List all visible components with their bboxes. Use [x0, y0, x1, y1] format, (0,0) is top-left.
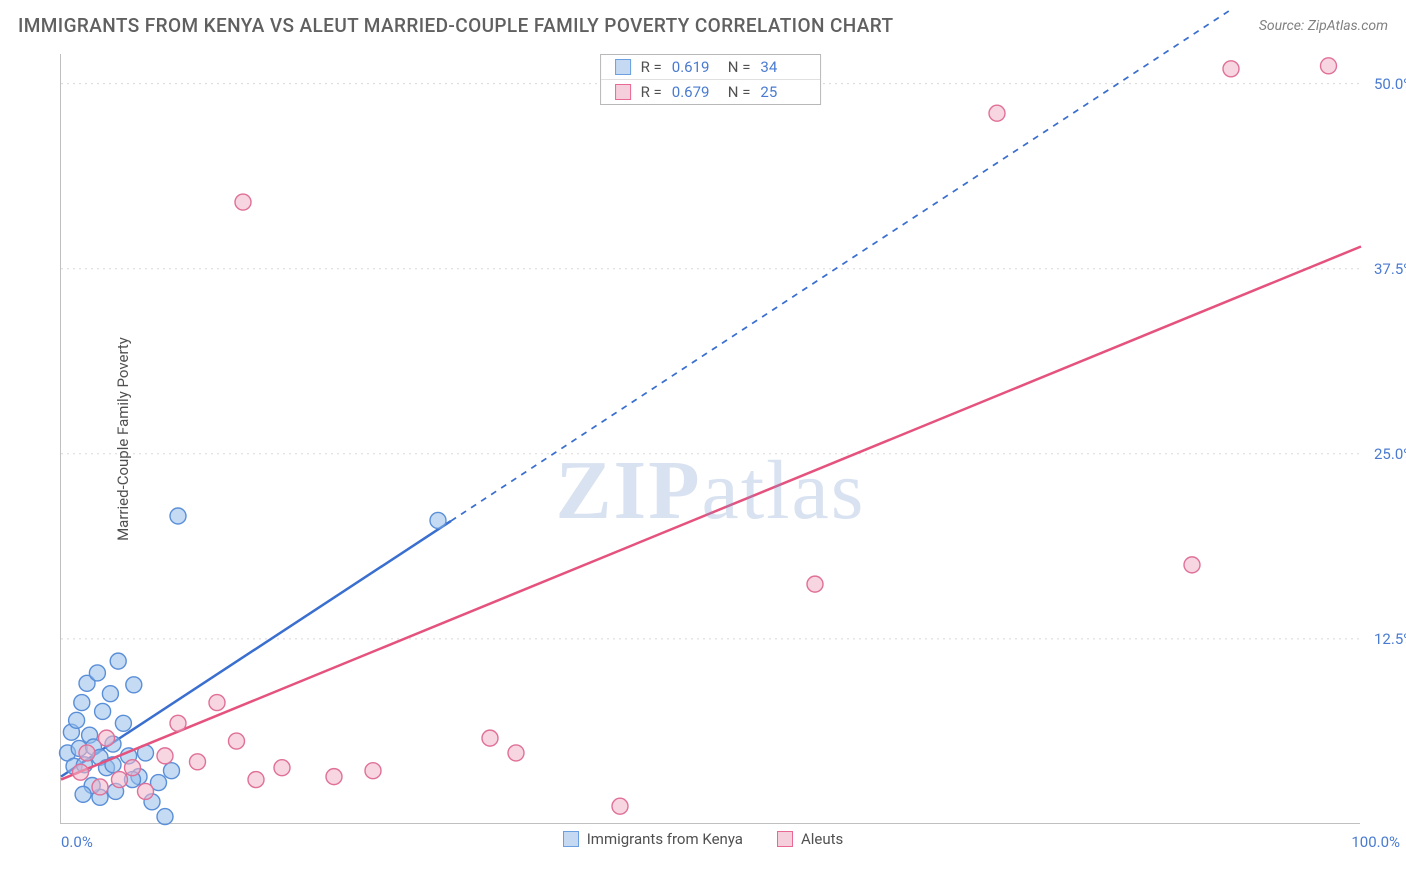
legend-swatch: [563, 831, 579, 847]
n-value: 34: [760, 58, 806, 76]
legend-item: Aleuts: [777, 830, 843, 848]
stats-legend: R = 0.619 N = 34 R = 0.679 N = 25: [600, 54, 822, 105]
legend-swatch: [615, 84, 631, 100]
r-value: 0.679: [672, 83, 718, 101]
legend-swatch: [777, 831, 793, 847]
y-tick-label: 37.5%: [1362, 260, 1406, 278]
plot-svg: [61, 54, 1360, 823]
r-value: 0.619: [672, 58, 718, 76]
stats-legend-row: R = 0.679 N = 25: [601, 79, 821, 104]
source-attribution: Source: ZipAtlas.com: [1259, 18, 1388, 34]
scatter-plot-area: Married-Couple Family Poverty 0.0% 100.0…: [60, 54, 1360, 824]
legend-item: Immigrants from Kenya: [563, 830, 743, 848]
r-label: R =: [641, 83, 662, 101]
y-tick-label: 50.0%: [1362, 75, 1406, 93]
legend-swatch: [615, 59, 631, 75]
legend-label: Aleuts: [801, 830, 843, 848]
chart-title: IMMIGRANTS FROM KENYA VS ALEUT MARRIED-C…: [18, 14, 894, 37]
stats-legend-row: R = 0.619 N = 34: [601, 55, 821, 79]
n-label: N =: [728, 58, 751, 76]
r-label: R =: [641, 58, 662, 76]
n-label: N =: [728, 83, 751, 101]
bottom-legend: Immigrants from Kenya Aleuts: [0, 830, 1406, 848]
title-bar: IMMIGRANTS FROM KENYA VS ALEUT MARRIED-C…: [18, 14, 1388, 37]
n-value: 25: [760, 83, 806, 101]
y-tick-label: 25.0%: [1362, 445, 1406, 463]
y-axis-label: Married-Couple Family Poverty: [114, 337, 132, 541]
y-tick-label: 12.5%: [1362, 630, 1406, 648]
legend-label: Immigrants from Kenya: [587, 830, 743, 848]
